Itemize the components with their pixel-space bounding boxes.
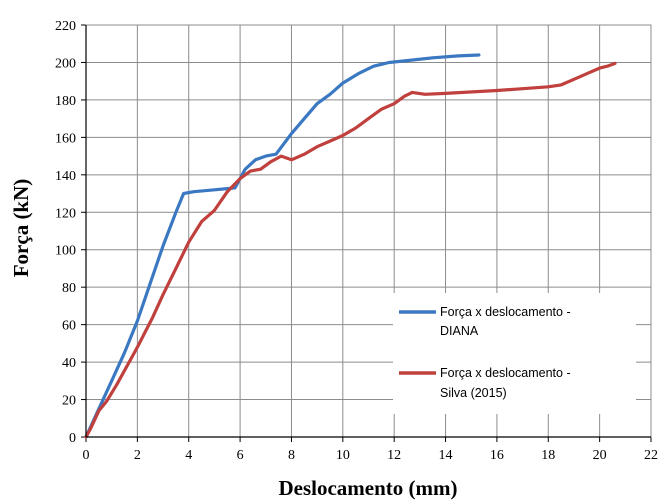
y-tick-label: 60 xyxy=(62,319,76,334)
y-tick-label: 100 xyxy=(55,244,76,259)
y-tick-label: 140 xyxy=(55,169,76,184)
x-tick-label: 0 xyxy=(83,448,90,463)
y-tick-label: 200 xyxy=(55,56,76,71)
legend-label-silva-line1: Força x deslocamento - xyxy=(440,366,571,380)
y-tick-label: 80 xyxy=(62,281,76,296)
x-tick-label: 20 xyxy=(593,448,607,463)
series-line-diana xyxy=(84,53,481,439)
legend: Força x deslocamento - DIANA Força x des… xyxy=(393,293,636,414)
legend-label-diana-line1: Força x deslocamento - xyxy=(440,305,571,319)
x-tick-label: 18 xyxy=(541,448,555,463)
series-line-silva xyxy=(84,61,617,439)
y-tick-label: 0 xyxy=(69,431,76,446)
x-tick-label: 4 xyxy=(185,448,192,463)
x-tick-label: 6 xyxy=(237,448,244,463)
y-tick-label: 20 xyxy=(62,394,76,409)
legend-label-diana-line2: DIANA xyxy=(440,324,479,338)
x-tick-label: 10 xyxy=(336,448,350,463)
x-axis-title: Deslocamento (mm) xyxy=(278,476,457,500)
legend-label-silva-line2: Silva (2015) xyxy=(440,386,507,400)
y-tick-label: 220 xyxy=(55,19,76,34)
y-tick-label: 180 xyxy=(55,94,76,109)
y-tick-label: 160 xyxy=(55,131,76,146)
x-tick-label: 14 xyxy=(439,448,453,463)
tick-labels: 0 20 40 60 80 100 120 140 160 180 200 220 0 2 4 6 8 10 12 1… xyxy=(55,19,658,463)
x-tick-label: 22 xyxy=(644,448,658,463)
y-tick-label: 40 xyxy=(62,356,76,371)
y-tick-label: 120 xyxy=(55,206,76,221)
x-tick-label: 12 xyxy=(387,448,401,463)
x-tick-label: 2 xyxy=(134,448,141,463)
x-tick-label: 16 xyxy=(490,448,504,463)
y-axis-title: Força (kN) xyxy=(9,179,33,278)
axes xyxy=(85,25,651,438)
x-tick-label: 8 xyxy=(288,448,295,463)
series-lines xyxy=(84,53,617,439)
